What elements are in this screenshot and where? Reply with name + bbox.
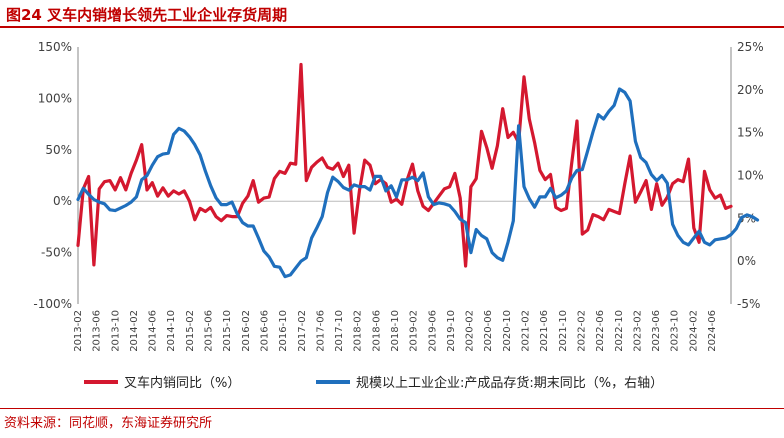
x-axis-tick-label: 2023-02 [632, 310, 643, 352]
x-axis-tick-label: 2019-10 [446, 310, 457, 352]
right-axis-tick-label: 0% [737, 254, 756, 268]
series-line-inventory [76, 87, 760, 279]
x-axis-tick-label: 2022-02 [576, 310, 587, 352]
x-axis-tick-label: 2024-02 [688, 310, 699, 352]
x-axis-tick-label: 2022-06 [595, 310, 606, 352]
source-divider [0, 408, 784, 409]
chart-series [76, 62, 760, 279]
left-axis-tick-label: -100% [33, 297, 72, 311]
x-axis-tick-label: 2020-06 [483, 310, 494, 352]
chart-axes: 150%100%50%0%-50%-100%25%20%15%10%5%0%-5… [33, 40, 763, 311]
chart-canvas: 150%100%50%0%-50%-100%25%20%15%10%5%0%-5… [33, 40, 763, 391]
x-axis-tick-label: 2016-02 [241, 310, 252, 352]
right-axis-tick-label: 20% [737, 83, 764, 97]
left-axis-tick-label: -50% [41, 246, 72, 260]
right-axis-tick-label: 15% [737, 126, 764, 140]
left-axis-tick-label: 0% [53, 194, 72, 208]
x-axis-tick-label: 2023-10 [670, 310, 681, 352]
x-axis-tick-label: 2014-06 [148, 310, 159, 352]
x-axis-ticks: 2013-02 2013-06 2013-10 2014-02 2014-06 2014-… [73, 310, 718, 352]
x-axis-tick-label: 2013-06 [92, 310, 103, 352]
right-axis-tick-label: -5% [737, 297, 760, 311]
x-axis-tick-label: 2018-10 [390, 310, 401, 352]
x-axis-tick-label: 2021-02 [521, 310, 532, 352]
x-axis-tick-label: 2015-02 [185, 310, 196, 352]
chart-legend: 叉车内销同比（%） 规模以上工业企业:产成品存货:期末同比（%，右轴） [84, 375, 663, 391]
x-axis-tick-label: 2023-06 [651, 310, 662, 352]
x-axis-tick-label: 2015-06 [204, 310, 215, 352]
x-axis-tick-label: 2019-06 [427, 310, 438, 352]
left-axis-tick-label: 50% [45, 143, 72, 157]
left-axis-tick-label: 150% [38, 40, 72, 54]
legend-label: 叉车内销同比（%） [124, 375, 240, 391]
right-axis-tick-label: 25% [737, 40, 764, 54]
x-axis-tick-label: 2017-02 [297, 310, 308, 352]
x-axis-tick-label: 2014-02 [129, 310, 140, 352]
x-axis-tick-label: 2016-10 [278, 310, 289, 352]
x-axis-tick-label: 2013-10 [110, 310, 121, 352]
x-axis-tick-label: 2020-02 [465, 310, 476, 352]
title-divider [0, 26, 784, 28]
x-axis-tick-label: 2017-10 [334, 310, 345, 352]
x-axis-tick-label: 2016-06 [259, 310, 270, 352]
x-axis-tick-label: 2014-10 [166, 310, 177, 352]
chart-title: 图24 叉车内销增长领先工业企业存货周期 [6, 6, 288, 24]
x-axis-tick-label: 2022-10 [614, 310, 625, 352]
x-axis-tick-label: 2021-10 [558, 310, 569, 352]
x-axis-tick-label: 2017-06 [315, 310, 326, 352]
source-note: 资料来源：同花顺，东海证券研究所 [4, 416, 213, 431]
x-axis-tick-label: 2021-06 [539, 310, 550, 352]
x-axis-tick-label: 2015-10 [222, 310, 233, 352]
x-axis-tick-label: 2024-06 [707, 310, 718, 352]
x-axis-tick-label: 2019-02 [409, 310, 420, 352]
x-axis-tick-label: 2013-02 [73, 310, 84, 352]
series-line-forklift-sales [76, 62, 733, 268]
right-axis-tick-label: 10% [737, 169, 764, 183]
legend-label: 规模以上工业企业:产成品存货:期末同比（%，右轴） [356, 375, 663, 391]
x-axis-tick-label: 2018-06 [371, 310, 382, 352]
x-axis-tick-label: 2020-10 [502, 310, 513, 352]
left-axis-tick-label: 100% [38, 91, 72, 105]
x-axis-tick-label: 2018-02 [353, 310, 364, 352]
